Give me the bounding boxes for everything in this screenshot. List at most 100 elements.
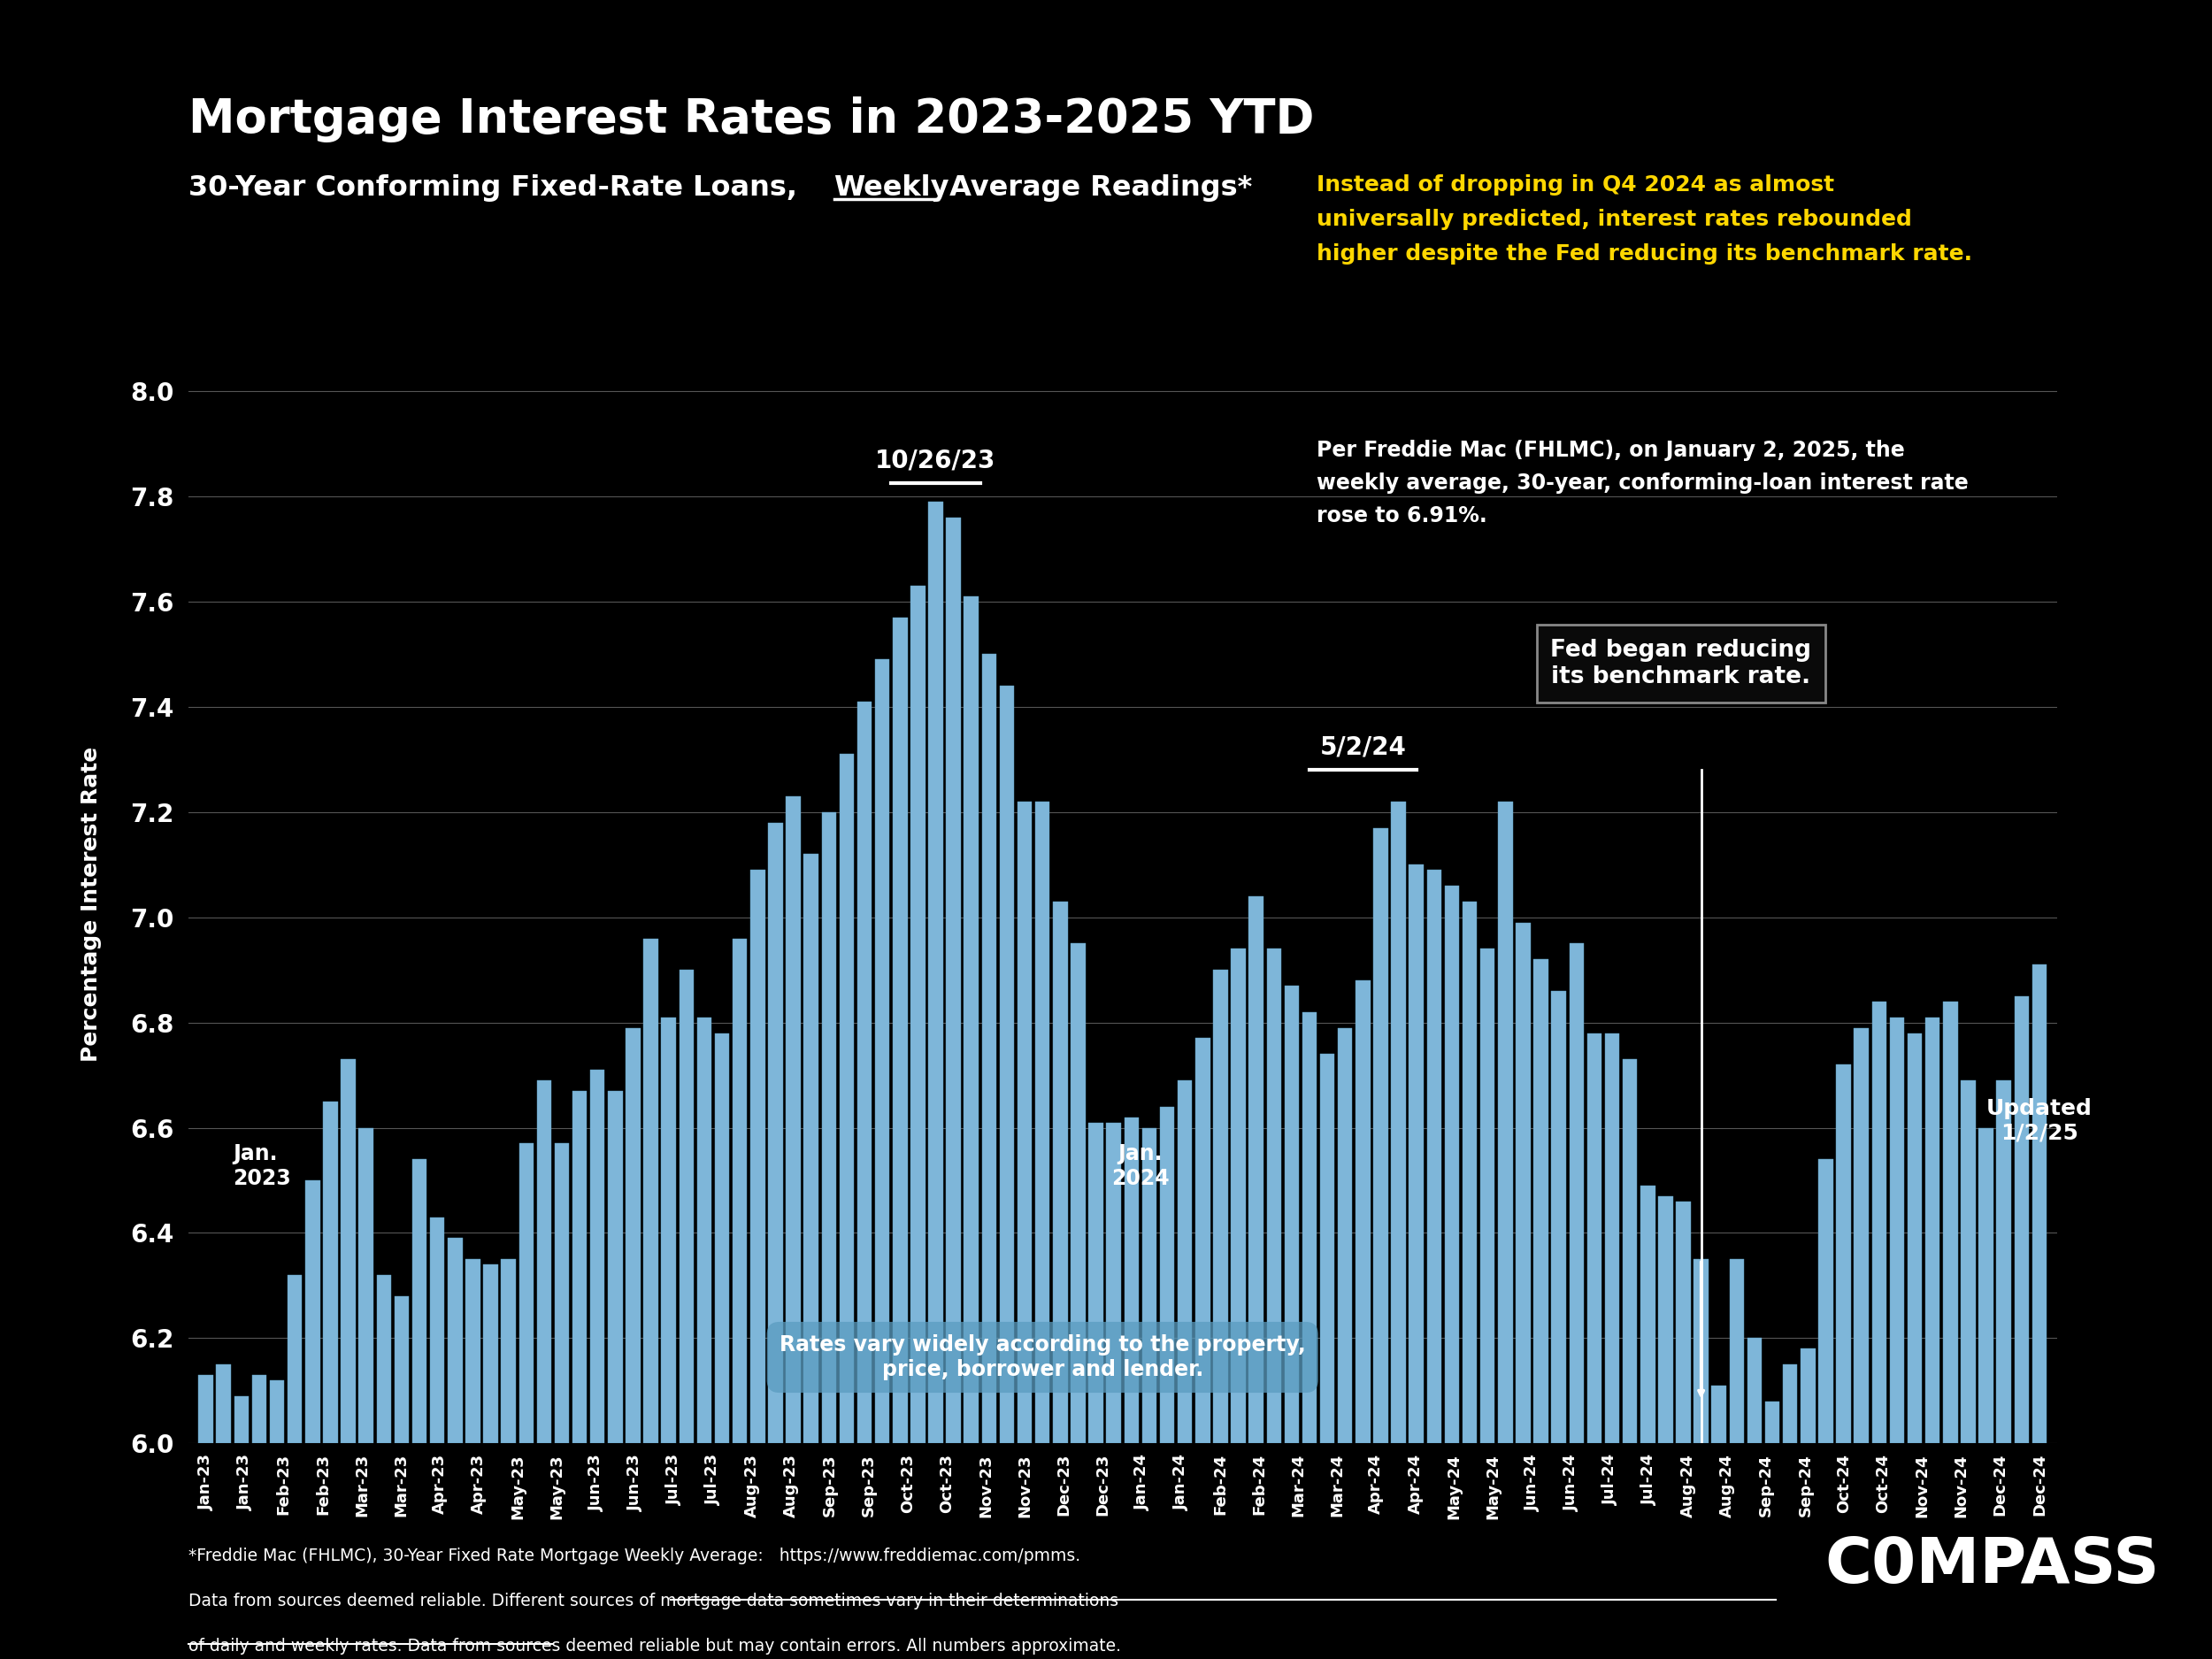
Bar: [465, 1259, 480, 1443]
Bar: [1018, 801, 1033, 1443]
Bar: [305, 1180, 321, 1443]
Bar: [341, 1060, 356, 1443]
Bar: [838, 755, 854, 1443]
Bar: [1159, 1107, 1175, 1443]
Bar: [394, 1296, 409, 1443]
Bar: [1374, 828, 1387, 1443]
Bar: [714, 1034, 730, 1443]
Bar: [1980, 1128, 1993, 1443]
Bar: [626, 1029, 639, 1443]
Bar: [1836, 1065, 1851, 1443]
Text: Fed began reducing
its benchmark rate.: Fed began reducing its benchmark rate.: [1551, 639, 1812, 688]
Bar: [1871, 1002, 1887, 1443]
Bar: [858, 702, 872, 1443]
Bar: [661, 1017, 677, 1443]
Bar: [1942, 1002, 1958, 1443]
Bar: [1924, 1017, 1940, 1443]
Bar: [894, 617, 907, 1443]
Text: Updated
1/2/25: Updated 1/2/25: [1986, 1098, 2093, 1143]
Bar: [1624, 1060, 1637, 1443]
Bar: [1730, 1259, 1743, 1443]
Bar: [1907, 1034, 1922, 1443]
Text: Mortgage Interest Rates in 2023-2025 YTD: Mortgage Interest Rates in 2023-2025 YTD: [188, 96, 1314, 143]
Text: Rates vary widely according to the property,
price, borrower and lender.: Rates vary widely according to the prope…: [779, 1334, 1305, 1380]
Text: Per Freddie Mac (FHLMC), on January 2, 2025, the
weekly average, 30-year, confor: Per Freddie Mac (FHLMC), on January 2, 2…: [1316, 440, 1969, 528]
Bar: [411, 1160, 427, 1443]
Bar: [358, 1128, 374, 1443]
Bar: [591, 1070, 604, 1443]
Bar: [1321, 1053, 1334, 1443]
Bar: [1712, 1385, 1725, 1443]
Bar: [803, 854, 818, 1443]
Bar: [1586, 1034, 1601, 1443]
Bar: [447, 1238, 462, 1443]
Bar: [1641, 1186, 1655, 1443]
Text: 30-Year Conforming Fixed-Rate Loans,: 30-Year Conforming Fixed-Rate Loans,: [188, 174, 807, 202]
Bar: [1960, 1080, 1975, 1443]
Bar: [538, 1080, 551, 1443]
Bar: [1303, 1012, 1316, 1443]
Bar: [1498, 801, 1513, 1443]
Bar: [1250, 896, 1263, 1443]
Bar: [429, 1218, 445, 1443]
Bar: [750, 869, 765, 1443]
Text: Weekly: Weekly: [834, 174, 949, 202]
Bar: [1694, 1259, 1708, 1443]
Bar: [573, 1092, 586, 1443]
Bar: [911, 586, 925, 1443]
Text: Percentage Interest Rate: Percentage Interest Rate: [80, 747, 102, 1062]
Text: Instead of dropping in Q4 2024 as almost
universally predicted, interest rates r: Instead of dropping in Q4 2024 as almost…: [1316, 174, 1971, 265]
Bar: [964, 597, 978, 1443]
Bar: [1783, 1364, 1798, 1443]
Bar: [1194, 1039, 1210, 1443]
Bar: [1285, 985, 1298, 1443]
Bar: [323, 1102, 338, 1443]
Bar: [1854, 1029, 1869, 1443]
Bar: [234, 1395, 248, 1443]
Bar: [1071, 944, 1086, 1443]
Bar: [1106, 1123, 1121, 1443]
Bar: [1444, 886, 1460, 1443]
Bar: [1551, 990, 1566, 1443]
Bar: [1035, 801, 1051, 1443]
Bar: [1801, 1349, 1816, 1443]
Bar: [1409, 864, 1425, 1443]
Bar: [1267, 949, 1281, 1443]
Bar: [1356, 980, 1369, 1443]
Bar: [1677, 1201, 1690, 1443]
Bar: [199, 1375, 212, 1443]
Bar: [1124, 1117, 1139, 1443]
Bar: [1462, 901, 1478, 1443]
Text: Data from sources deemed reliable. Different sources of mortgage data sometimes : Data from sources deemed reliable. Diffe…: [188, 1593, 1117, 1609]
Bar: [217, 1364, 230, 1443]
Bar: [1391, 801, 1407, 1443]
Text: Jan.
2024: Jan. 2024: [1110, 1143, 1170, 1190]
Bar: [555, 1143, 568, 1443]
Bar: [732, 939, 748, 1443]
Bar: [644, 939, 659, 1443]
Bar: [679, 971, 695, 1443]
Bar: [1747, 1339, 1761, 1443]
Bar: [1765, 1402, 1781, 1443]
Bar: [1659, 1196, 1672, 1443]
Bar: [1232, 949, 1245, 1443]
Bar: [1997, 1080, 2011, 1443]
Bar: [288, 1276, 303, 1443]
Bar: [2033, 964, 2046, 1443]
Bar: [1568, 944, 1584, 1443]
Bar: [520, 1143, 533, 1443]
Bar: [1338, 1029, 1352, 1443]
Bar: [1427, 869, 1442, 1443]
Bar: [252, 1375, 265, 1443]
Bar: [1053, 901, 1068, 1443]
Bar: [785, 796, 801, 1443]
Bar: [1818, 1160, 1834, 1443]
Bar: [1515, 922, 1531, 1443]
Bar: [1141, 1128, 1157, 1443]
Bar: [608, 1092, 622, 1443]
Text: *Freddie Mac (FHLMC), 30-Year Fixed Rate Mortgage Weekly Average:   https://www.: *Freddie Mac (FHLMC), 30-Year Fixed Rate…: [188, 1548, 1079, 1564]
Bar: [1480, 949, 1495, 1443]
Bar: [376, 1276, 392, 1443]
Bar: [1212, 971, 1228, 1443]
Text: Jan.
2023: Jan. 2023: [232, 1143, 290, 1190]
